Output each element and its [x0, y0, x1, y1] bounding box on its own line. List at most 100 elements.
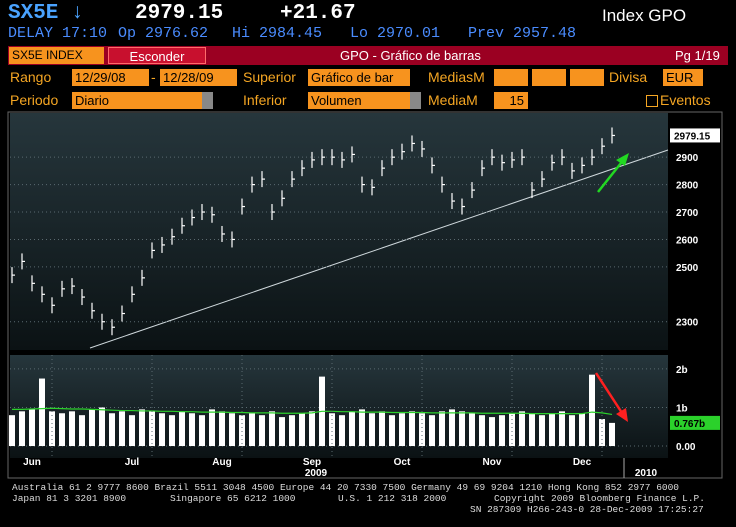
y-tick-label: 2500	[676, 263, 699, 274]
last-value-label: 0.767b	[674, 419, 705, 430]
volume-bar	[559, 411, 565, 447]
volume-bar	[369, 413, 375, 447]
input[interactable]: Volumen	[308, 92, 410, 109]
change: +21.67	[280, 2, 356, 25]
volume-bar	[69, 411, 75, 447]
arrow	[597, 157, 626, 193]
volume-bar	[189, 413, 195, 447]
footer-text: U.S. 1 212 318 2000	[338, 493, 447, 504]
page-number: Pg 1/19	[675, 48, 720, 63]
input[interactable]: 12/28/09	[160, 69, 237, 86]
y-tick-label: 0.00	[676, 442, 696, 453]
label: Inferior	[243, 92, 287, 108]
volume-bar	[499, 415, 505, 447]
last-value-label: 2979.15	[674, 131, 711, 142]
y-tick-label: 2b	[676, 365, 688, 376]
volume-bar	[169, 415, 175, 447]
volume-bar	[399, 413, 405, 447]
y-tick-label: 2900	[676, 153, 699, 164]
label: MediasM	[428, 69, 485, 85]
volume-bar	[9, 415, 15, 447]
volume-bar	[329, 413, 335, 447]
toolbar-title: GPO - Gráfico de barras	[340, 48, 481, 63]
volume-bar	[429, 415, 435, 447]
footer-text: Japan 81 3 3201 8900	[12, 493, 127, 504]
volume-bar	[79, 415, 85, 447]
volume-bar	[179, 411, 185, 447]
volume-bar	[49, 411, 55, 447]
input[interactable]	[570, 69, 604, 86]
input[interactable]	[532, 69, 566, 86]
volume-bar	[129, 415, 135, 447]
security-box[interactable]: SX5E INDEX	[9, 47, 104, 64]
volume-bar	[519, 411, 525, 447]
volume-bar	[489, 417, 495, 447]
volume-bar	[539, 415, 545, 447]
function-code: Index GPO	[602, 6, 687, 25]
year-label: 2009	[305, 468, 328, 479]
y-tick-label: 2300	[676, 318, 699, 329]
volume-bar	[249, 413, 255, 447]
checkbox[interactable]	[646, 95, 658, 107]
volume-bar	[259, 415, 265, 447]
input[interactable]: Gráfico de bar	[308, 69, 410, 86]
volume-bar	[29, 409, 35, 447]
label: Rango	[10, 69, 52, 85]
volume-bar	[339, 415, 345, 447]
arrow	[594, 372, 626, 417]
volume-bar	[299, 413, 305, 447]
label: MediaM	[428, 92, 478, 108]
volume-bar	[89, 409, 95, 447]
label: Periodo	[10, 92, 59, 108]
x-tick-label: Dec	[573, 457, 592, 468]
volume-bar	[449, 409, 455, 447]
dropdown[interactable]	[202, 92, 213, 109]
volume-bar	[379, 411, 385, 447]
volume-bar	[569, 415, 575, 447]
volume-bar	[209, 409, 215, 447]
input[interactable]: 12/29/08	[72, 69, 149, 86]
x-tick-label: Sep	[303, 457, 321, 468]
last-value-box	[670, 128, 720, 143]
moving-average	[12, 407, 613, 416]
year-label: 2010	[635, 468, 658, 479]
y-tick-label: 2700	[676, 208, 699, 219]
last-value-box	[670, 415, 720, 430]
volume-bar	[289, 415, 295, 447]
volume-bar	[99, 407, 105, 447]
high: Hi 2984.45	[232, 25, 323, 42]
input[interactable]: Diario	[72, 92, 202, 109]
label: Superior	[243, 69, 296, 85]
x-tick-label: Jul	[125, 457, 140, 468]
low: Lo 2970.01	[350, 25, 441, 42]
volume-bar	[159, 413, 165, 447]
trend-line	[89, 149, 669, 349]
ticker: SX5E ↓	[8, 2, 84, 25]
volume-bar	[479, 415, 485, 447]
y-tick-label: 2800	[676, 181, 699, 192]
dropdown[interactable]	[410, 92, 421, 109]
label: -	[151, 69, 156, 85]
volume-bar	[609, 422, 615, 447]
last-price: 2979.15	[135, 2, 224, 25]
input[interactable]	[494, 69, 528, 86]
input[interactable]: EUR	[663, 69, 703, 86]
volume-bar	[199, 415, 205, 447]
volume-bar	[139, 409, 145, 447]
input[interactable]: 15	[494, 92, 528, 109]
footer-text: Copyright 2009 Bloomberg Finance L.P.	[494, 493, 705, 504]
volume-bar	[579, 413, 585, 447]
y-tick-label: 1b	[676, 403, 688, 414]
volume-bar	[269, 411, 275, 447]
volume-bar	[439, 411, 445, 447]
volume-bar	[119, 411, 125, 447]
x-tick-label: Nov	[483, 457, 502, 468]
footer-text: Australia 61 2 9777 8600 Brazil 5511 304…	[12, 482, 680, 493]
volume-bar	[149, 411, 155, 447]
delay: DELAY 17:10	[8, 25, 108, 42]
x-tick-label: Jun	[23, 457, 41, 468]
label: Eventos	[660, 92, 711, 108]
hide-button[interactable]: Esconder	[108, 47, 206, 64]
